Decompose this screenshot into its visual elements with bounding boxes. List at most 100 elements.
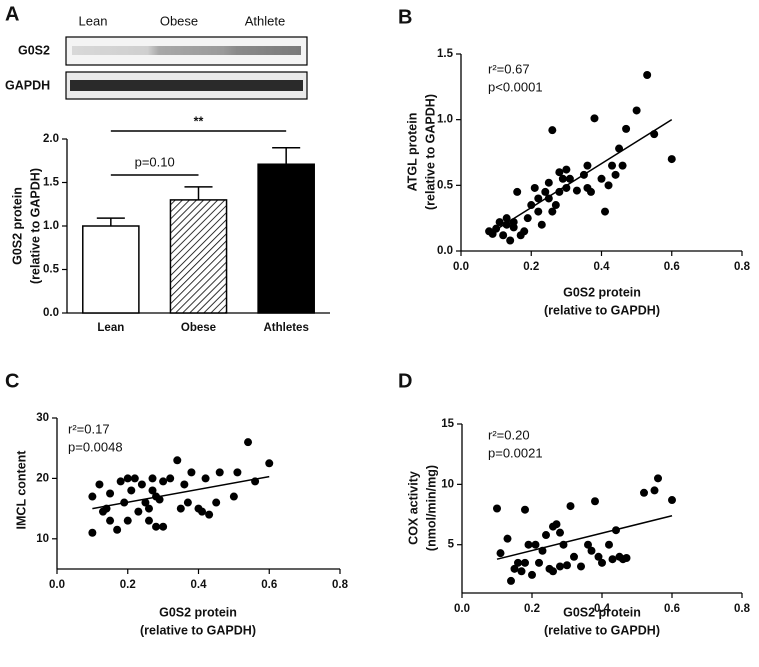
point	[622, 124, 631, 133]
point	[173, 456, 182, 465]
point	[106, 489, 115, 498]
trendline	[92, 475, 270, 510]
y-tick-label: 1.5	[43, 177, 60, 189]
x-axis-label: G0S2 protein	[159, 605, 237, 619]
y-tick-label: 10	[441, 478, 454, 490]
y-axis-label: (relative to GAPDH)	[423, 94, 437, 210]
point	[562, 165, 571, 174]
point	[265, 459, 274, 468]
point	[499, 231, 508, 240]
x-tick-label: 0.0	[454, 603, 470, 615]
x-tick-label: 0.6	[664, 261, 680, 273]
y-tick-label: 0.0	[43, 307, 59, 319]
point	[548, 207, 557, 216]
bar	[169, 199, 228, 314]
point	[233, 468, 242, 477]
x-tick-label: 0.2	[120, 579, 136, 591]
point	[506, 236, 515, 245]
trendline	[496, 515, 673, 560]
point	[123, 474, 132, 483]
point	[563, 561, 571, 570]
y-axis-label: (relative to GAPDH)	[28, 168, 42, 284]
point	[618, 161, 627, 170]
panel-label: D	[398, 370, 412, 392]
point	[159, 477, 168, 486]
x-tick-label: 0.8	[332, 579, 349, 591]
point	[542, 531, 550, 540]
point	[534, 207, 543, 216]
point	[198, 507, 207, 516]
point	[552, 520, 561, 529]
point	[517, 567, 526, 576]
x-axis-label: G0S2 protein	[563, 605, 641, 619]
x-tick-label: 0.4	[191, 579, 208, 591]
point	[608, 161, 617, 170]
y-tick-label: 15	[441, 418, 454, 430]
point	[548, 126, 557, 135]
point	[502, 214, 511, 223]
x-axis-label: (relative to GAPDH)	[140, 623, 256, 637]
x-tick-label: 0.6	[664, 603, 680, 615]
point	[141, 498, 150, 507]
point	[583, 161, 592, 170]
stats-annotation: r²=0.67	[488, 61, 530, 76]
x-tick-label: Lean	[97, 322, 124, 334]
point	[201, 474, 210, 483]
point	[116, 477, 125, 486]
point	[598, 558, 606, 567]
point	[534, 194, 543, 203]
point	[88, 492, 97, 501]
point	[510, 564, 519, 573]
stats-annotation: p<0.0001	[488, 79, 543, 94]
x-axis-label: G0S2 protein	[563, 285, 641, 299]
point	[123, 516, 132, 525]
point	[229, 492, 238, 501]
panel-label: B	[398, 6, 412, 28]
y-tick-label: 2.0	[43, 133, 59, 145]
blot-band	[72, 46, 301, 55]
x-tick-label: 0.0	[453, 261, 469, 273]
point	[180, 480, 189, 489]
blot-lane-label: Lean	[79, 13, 108, 28]
point	[106, 516, 115, 525]
x-tick-label: 0.6	[261, 579, 277, 591]
point	[551, 201, 560, 210]
stats-annotation: p=0.0021	[488, 445, 543, 460]
point	[549, 567, 557, 576]
point	[555, 187, 564, 196]
point	[597, 174, 606, 183]
point	[632, 106, 641, 115]
point	[183, 498, 192, 507]
stats-annotation: r²=0.17	[68, 421, 110, 436]
point	[95, 480, 104, 489]
y-axis-label: G0S2 protein	[10, 187, 24, 265]
y-tick-label: 20	[36, 472, 49, 484]
point	[521, 558, 529, 567]
y-tick-label: 5	[448, 539, 455, 551]
panel-label: A	[5, 3, 19, 25]
point	[113, 525, 122, 534]
y-tick-label: 1.0	[43, 220, 59, 232]
point	[513, 187, 522, 196]
blot-row-label: GAPDH	[5, 78, 50, 92]
point	[590, 114, 599, 123]
bar	[257, 163, 315, 314]
y-tick-label: 1.0	[437, 114, 453, 126]
panel-label: C	[5, 370, 19, 392]
x-axis-label: (relative to GAPDH)	[544, 303, 660, 317]
point	[556, 562, 564, 571]
point	[555, 168, 564, 177]
point	[127, 486, 136, 495]
y-axis-label: ATGL protein	[405, 113, 419, 192]
y-tick-label: 30	[36, 412, 49, 424]
point	[558, 174, 567, 183]
y-tick-label: 10	[36, 533, 49, 545]
point	[521, 505, 529, 514]
x-tick-label: 0.8	[734, 603, 751, 615]
bar	[82, 225, 140, 314]
point	[496, 549, 505, 558]
point	[577, 562, 585, 571]
point	[544, 194, 553, 203]
point	[134, 507, 143, 516]
point	[205, 510, 214, 519]
